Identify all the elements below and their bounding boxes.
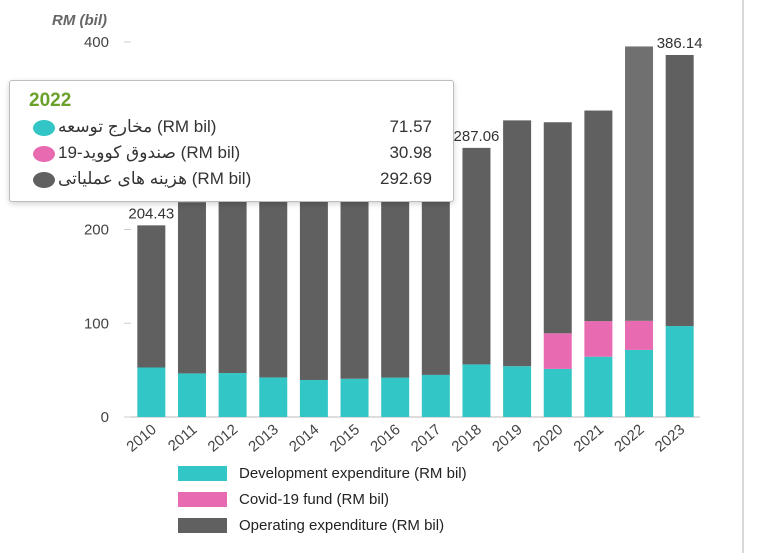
x-tick-label-2016: 2016 — [367, 421, 403, 455]
bar-development-2012[interactable] — [218, 373, 247, 417]
tooltip-title: 2022 — [29, 90, 72, 111]
x-tick-label-2019: 2019 — [489, 421, 525, 455]
legend-swatch-covid — [178, 491, 227, 507]
bar-development-2023[interactable] — [665, 326, 694, 417]
bar-operating-2013[interactable] — [259, 179, 288, 378]
bar-operating-2014[interactable] — [299, 174, 328, 380]
bar-operating-2021[interactable] — [584, 110, 613, 322]
x-tick-label-2022: 2022 — [611, 421, 647, 455]
bar-development-2018[interactable] — [462, 364, 491, 417]
bar-development-2019[interactable] — [503, 366, 532, 417]
frame-border — [742, 0, 744, 553]
bar-operating-2019[interactable] — [503, 120, 532, 367]
tooltip-dot-covid — [33, 146, 55, 162]
x-tick-label-2011: 2011 — [165, 421, 201, 455]
tooltip-value-development: 71.57 — [389, 117, 432, 136]
bar-development-2022[interactable] — [625, 349, 654, 417]
y-axis-label: RM (bil) — [52, 12, 107, 29]
x-tick-label-2018: 2018 — [449, 421, 485, 455]
tooltip-dot-development — [33, 120, 55, 136]
tooltip-value-operating: 292.69 — [380, 169, 432, 188]
x-tick-label-2012: 2012 — [205, 421, 241, 455]
legend-item-operating[interactable]: Operating expenditure (RM bil) — [178, 512, 467, 538]
legend: Development expenditure (RM bil) Covid-1… — [178, 460, 467, 538]
bar-development-2017[interactable] — [421, 374, 450, 417]
bar-operating-2015[interactable] — [340, 175, 369, 379]
bar-development-2011[interactable] — [177, 373, 206, 417]
x-tick-label-2020: 2020 — [530, 421, 566, 455]
bar-development-2015[interactable] — [340, 378, 369, 417]
tooltip-label-development: مخارج توسعه (RM bil) — [58, 117, 217, 136]
tooltip-row-development: مخارج توسعه (RM bil) 71.57 — [10, 116, 453, 142]
data-label-2018: 287.06 — [454, 128, 500, 145]
bar-development-2014[interactable] — [299, 379, 328, 417]
tooltip-dot-operating — [33, 172, 55, 188]
y-tick-label: 200 — [84, 222, 109, 239]
bar-operating-2011[interactable] — [177, 202, 206, 374]
x-tick-label-2010: 2010 — [123, 421, 159, 455]
x-tick-label-2015: 2015 — [327, 421, 363, 455]
y-tick-label: 0 — [101, 409, 109, 426]
bar-covid-2020[interactable] — [543, 333, 572, 369]
x-tick-label-2021: 2021 — [570, 421, 606, 455]
bar-operating-2020[interactable] — [543, 122, 572, 334]
bar-covid-2021[interactable] — [584, 321, 613, 357]
legend-label-operating: Operating expenditure (RM bil) — [239, 516, 445, 534]
bar-operating-2016[interactable] — [381, 180, 410, 378]
bar-development-2013[interactable] — [259, 377, 288, 417]
y-tick-label: 400 — [84, 34, 109, 51]
bar-development-2010[interactable] — [137, 367, 166, 418]
bar-operating-2012[interactable] — [218, 180, 247, 374]
bar-development-2020[interactable] — [543, 368, 572, 417]
bar-operating-2018[interactable] — [462, 147, 491, 365]
legend-swatch-development — [178, 465, 227, 481]
tooltip-row-covid: صندوق کووید-19 (RM bil) 30.98 — [10, 142, 453, 168]
x-tick-label-2013: 2013 — [245, 421, 281, 455]
tooltip-label-operating: هزینه های عملیاتی (RM bil) — [58, 169, 252, 188]
legend-item-covid[interactable]: Covid-19 fund (RM bil) — [178, 486, 467, 512]
bar-operating-2017[interactable] — [421, 170, 450, 375]
x-tick-label-2014: 2014 — [286, 421, 322, 455]
data-label-2010: 204.43 — [128, 205, 174, 222]
tooltip-value-covid: 30.98 — [389, 143, 432, 162]
legend-label-covid: Covid-19 fund (RM bil) — [239, 490, 390, 508]
x-tick-label-2023: 2023 — [652, 421, 688, 455]
chart-tooltip: 2022 مخارج توسعه (RM bil) 71.57 صندوق کو… — [9, 80, 454, 202]
bar-operating-2010[interactable] — [137, 225, 166, 368]
y-tick-label: 100 — [84, 315, 109, 332]
legend-label-development: Development expenditure (RM bil) — [239, 464, 467, 482]
tooltip-label-covid: صندوق کووید-19 (RM bil) — [58, 143, 241, 162]
bar-development-2021[interactable] — [584, 356, 613, 417]
bar-operating-2023[interactable] — [665, 54, 694, 327]
legend-swatch-operating — [178, 517, 227, 533]
legend-item-development[interactable]: Development expenditure (RM bil) — [178, 460, 467, 486]
tooltip-row-operating: هزینه های عملیاتی (RM bil) 292.69 — [10, 168, 453, 194]
bar-development-2016[interactable] — [381, 377, 410, 417]
bar-operating-2022[interactable] — [625, 46, 654, 321]
data-label-2023: 386.14 — [657, 35, 703, 52]
bar-covid-2022[interactable] — [625, 320, 654, 350]
x-tick-label-2017: 2017 — [408, 421, 444, 455]
